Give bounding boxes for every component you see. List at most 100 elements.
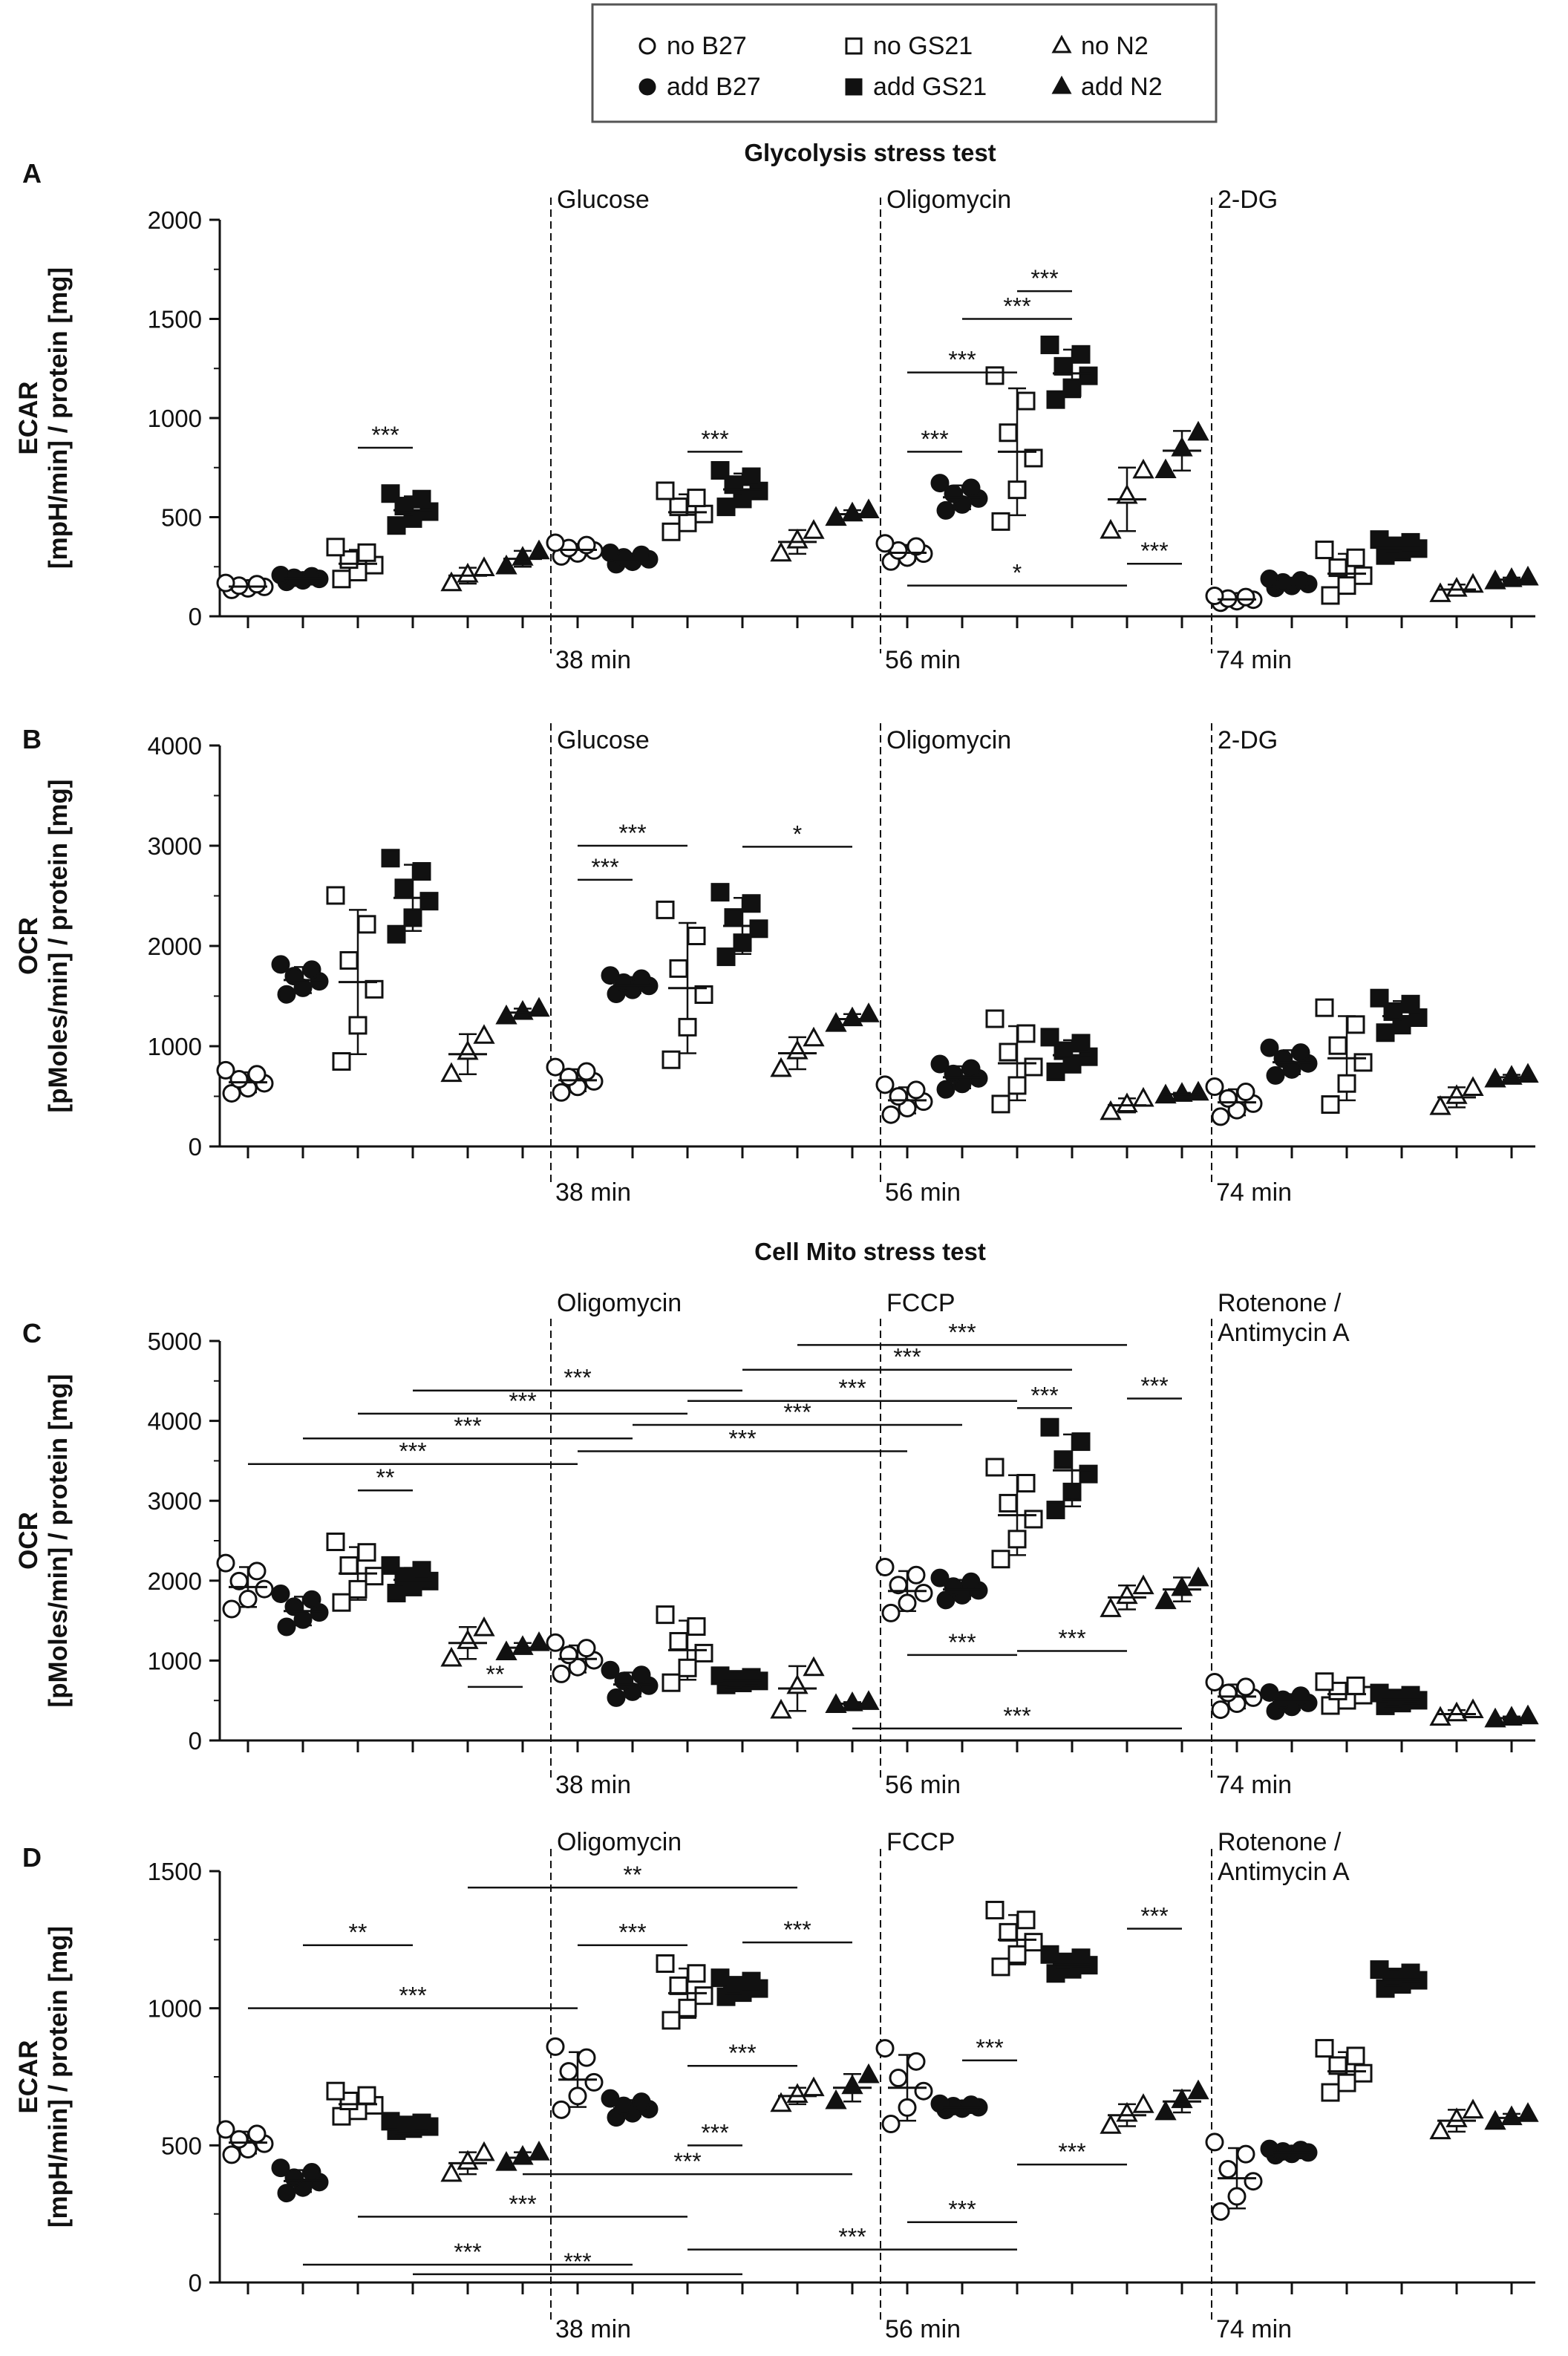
significance-label: *** xyxy=(618,820,646,846)
data-point xyxy=(858,2063,880,2083)
data-point xyxy=(419,892,439,911)
y-tick-label: 5000 xyxy=(148,1328,202,1355)
data-point xyxy=(694,1986,713,2006)
data-point xyxy=(1401,1686,1420,1705)
data-point xyxy=(216,573,235,593)
data-point xyxy=(1500,1706,1523,1726)
data-point xyxy=(825,2089,847,2109)
data-point xyxy=(412,489,431,509)
time-label: 74 min xyxy=(1216,1178,1292,1207)
y-tick-label: 1000 xyxy=(148,1033,202,1060)
data-point xyxy=(546,1633,565,1652)
data-point xyxy=(632,2092,651,2112)
data-point xyxy=(601,2089,620,2108)
data-point xyxy=(1266,1066,1285,1085)
data-point xyxy=(1353,2063,1373,2083)
data-point xyxy=(357,543,376,562)
data-point xyxy=(803,519,825,539)
data-point xyxy=(1062,1482,1082,1501)
data-point xyxy=(512,999,534,1020)
data-point xyxy=(898,2098,917,2117)
data-point xyxy=(889,1576,908,1595)
data-point xyxy=(1517,1063,1539,1083)
data-point xyxy=(930,1568,950,1587)
data-point xyxy=(1024,1933,1043,1952)
data-point xyxy=(1401,532,1420,552)
injection-label: 2-DG xyxy=(1218,186,1278,214)
significance-label: *** xyxy=(1058,2138,1085,2165)
data-point xyxy=(1079,366,1098,385)
data-point xyxy=(577,1062,596,1081)
data-point xyxy=(1024,448,1043,468)
y-tick-label: 3000 xyxy=(148,832,202,860)
data-point xyxy=(216,1553,235,1573)
data-point xyxy=(302,2163,321,2182)
data-point xyxy=(875,1075,895,1094)
data-point xyxy=(678,513,697,532)
data-point xyxy=(1187,1566,1209,1587)
significance-label: * xyxy=(1013,560,1022,587)
data-point xyxy=(271,565,290,584)
significance-label: *** xyxy=(948,1629,976,1656)
injection-label: Oligomycin xyxy=(886,726,1011,754)
data-point xyxy=(247,1562,267,1581)
data-point xyxy=(881,1603,901,1622)
data-point xyxy=(357,2086,376,2105)
data-point xyxy=(457,562,479,583)
data-point xyxy=(1517,1704,1539,1725)
time-label: 56 min xyxy=(885,1771,961,1799)
data-point xyxy=(944,1577,963,1596)
data-point xyxy=(742,1971,761,1991)
data-point xyxy=(1116,2101,1138,2122)
data-point xyxy=(1100,1100,1122,1120)
data-point xyxy=(1260,2139,1279,2158)
data-point xyxy=(858,498,880,518)
y-axis-subtitle: [mpH/min] / protein [mg] xyxy=(44,267,73,569)
data-point xyxy=(326,886,345,905)
data-point xyxy=(841,1006,863,1027)
data-point xyxy=(914,2081,933,2101)
data-point xyxy=(936,1080,956,1099)
data-point xyxy=(238,1590,258,1609)
significance-label: *** xyxy=(399,1983,426,2009)
data-point xyxy=(724,908,743,927)
data-point xyxy=(906,537,926,556)
data-point xyxy=(1227,2187,1247,2206)
injection-label: FCCP xyxy=(886,1289,956,1317)
data-point xyxy=(357,915,376,934)
significance-label: ** xyxy=(486,1661,505,1688)
data-point xyxy=(669,1631,688,1651)
injection-label: Oligomycin xyxy=(557,1289,682,1317)
y-axis-subtitle: [mpH/min] / protein [mg] xyxy=(44,1926,73,2228)
data-point xyxy=(687,489,706,508)
significance-label: *** xyxy=(564,2248,591,2275)
data-point xyxy=(1462,2098,1484,2119)
data-point xyxy=(1236,587,1255,607)
data-point xyxy=(733,933,752,953)
y-tick-label: 0 xyxy=(189,1133,202,1161)
data-point xyxy=(552,2100,571,2119)
data-point xyxy=(749,919,768,939)
injection-label: Glucose xyxy=(557,726,650,754)
y-tick-label: 1500 xyxy=(148,1858,202,1885)
data-point xyxy=(999,423,1018,443)
data-point xyxy=(825,1011,847,1032)
significance-label: *** xyxy=(1140,538,1168,564)
legend-marker-add-b27 xyxy=(638,78,656,96)
data-point xyxy=(742,467,761,486)
data-point xyxy=(770,2092,792,2112)
data-point xyxy=(440,571,463,592)
data-point xyxy=(991,1550,1010,1569)
time-label: 56 min xyxy=(885,1178,961,1207)
data-point xyxy=(403,908,422,927)
injection-label: Glucose xyxy=(557,186,650,214)
y-tick-label: 0 xyxy=(189,2269,202,2297)
data-point xyxy=(387,516,406,535)
data-point xyxy=(1346,1676,1365,1695)
data-point xyxy=(1462,572,1484,593)
data-point xyxy=(284,1597,304,1616)
data-point xyxy=(473,2141,495,2161)
significance-label: *** xyxy=(509,1388,536,1414)
time-label: 38 min xyxy=(555,2315,631,2343)
data-point xyxy=(1040,335,1059,354)
